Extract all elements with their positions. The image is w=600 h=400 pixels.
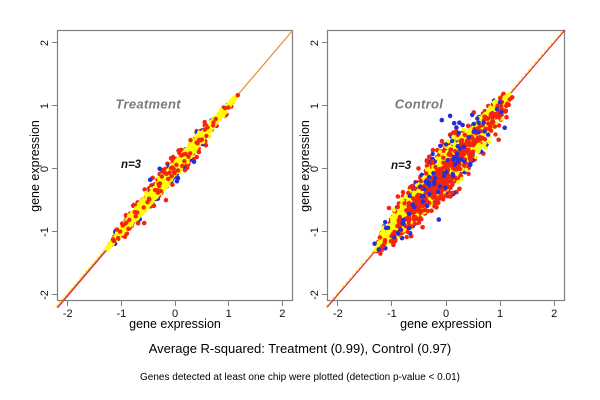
detection-footnote: Genes detected at least one chip were pl… xyxy=(140,372,460,383)
scatter-layer-red-sprinkle xyxy=(110,93,240,243)
y-tick-mark xyxy=(322,168,327,170)
x-tick-mark xyxy=(228,301,230,306)
plot-title-treatment: Treatment xyxy=(115,96,181,112)
x-tick-mark xyxy=(337,301,339,306)
r-squared-caption: Average R-squared: Treatment (0.99), Con… xyxy=(148,341,452,356)
x-axis-label-control: gene expression xyxy=(400,317,492,331)
plot-frame xyxy=(56,29,294,302)
scatter-plot-treatment: Treatment n=3 gene expression gene expre… xyxy=(28,29,294,331)
y-tick-label: 2 xyxy=(39,39,51,46)
y-tick-label: -2 xyxy=(39,289,51,300)
x-tick-mark xyxy=(67,301,69,306)
x-tick-mark xyxy=(281,301,283,306)
y-tick-label: 1 xyxy=(39,102,51,109)
plot-frame xyxy=(326,29,566,302)
y-tick-mark xyxy=(322,231,327,233)
identity-line xyxy=(325,28,565,307)
y-tick-label: 0 xyxy=(309,165,321,172)
x-tick-label: 1 xyxy=(225,308,232,320)
x-axis-label-treatment: gene expression xyxy=(129,317,221,331)
y-tick-label: -2 xyxy=(309,289,321,300)
x-tick-label: -1 xyxy=(387,308,397,320)
x-tick-mark xyxy=(499,301,501,306)
sample-size-annotation-control: n=3 xyxy=(391,160,412,173)
y-tick-label: -1 xyxy=(309,226,321,237)
y-tick-mark xyxy=(52,294,57,296)
y-tick-mark xyxy=(322,294,327,296)
x-tick-label: -2 xyxy=(62,308,73,320)
x-tick-label: 2 xyxy=(551,308,558,320)
x-tick-label: 2 xyxy=(279,308,286,320)
x-tick-label: -1 xyxy=(116,308,127,320)
y-tick-mark xyxy=(52,105,57,107)
x-tick-label: 0 xyxy=(171,308,179,320)
y-tick-label: 1 xyxy=(309,102,321,109)
y-tick-mark xyxy=(52,168,57,170)
x-tick-mark xyxy=(174,301,176,306)
y-tick-label: 0 xyxy=(39,165,51,172)
y-tick-mark xyxy=(322,42,327,44)
y-tick-label: 2 xyxy=(309,39,321,46)
treatment-plot-canvas xyxy=(55,29,294,309)
scatter-layer-blue-sprinkle xyxy=(376,100,504,252)
y-tick-mark xyxy=(52,231,57,233)
x-tick-label: -2 xyxy=(332,308,343,320)
x-tick-label: 1 xyxy=(497,308,504,320)
scatter-plot-control: Control n=3 gene expression gene express… xyxy=(298,28,566,331)
x-tick-mark xyxy=(120,301,122,306)
x-tick-mark xyxy=(391,301,393,306)
y-tick-mark xyxy=(52,42,57,44)
plot-title-control: Control xyxy=(394,96,444,112)
y-tick-label: -1 xyxy=(39,226,51,237)
x-tick-label: 0 xyxy=(442,308,450,320)
x-tick-mark xyxy=(445,301,447,306)
y-tick-mark xyxy=(322,105,327,107)
sample-size-annotation-treatment: n=3 xyxy=(120,158,142,171)
control-plot-canvas xyxy=(325,28,566,308)
x-tick-mark xyxy=(553,301,555,306)
